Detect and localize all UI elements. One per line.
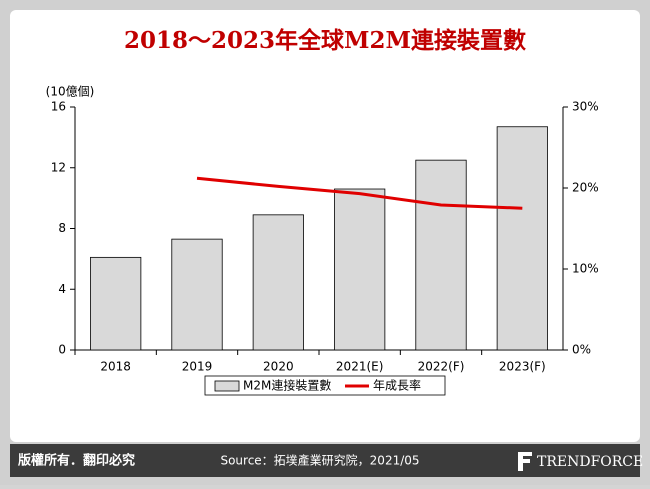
- panel: [10, 10, 640, 442]
- y-tick-label: 0: [58, 343, 66, 357]
- logo-icon: [518, 452, 532, 471]
- y-tick-label: 8: [58, 221, 66, 235]
- bar: [171, 238, 223, 351]
- legend-label: 年成長率: [373, 378, 421, 393]
- footer-bar: [10, 444, 640, 477]
- x-tick-label: 2023(F): [499, 360, 546, 374]
- y2-tick-label: 20%: [572, 181, 599, 195]
- x-tick-label: 2021(E): [336, 360, 383, 374]
- x-tick-label: 2018: [100, 360, 131, 374]
- chart-title: 2018～2023年全球M2M連接裝置數: [124, 27, 526, 54]
- y2-tick-label: 0%: [572, 343, 591, 357]
- legend-swatch: [214, 380, 240, 392]
- x-tick-label: 2020: [263, 360, 294, 374]
- y-tick-label: 12: [51, 160, 66, 174]
- source: Source：拓墣產業研究院，2021/05: [220, 453, 419, 468]
- bar: [334, 188, 386, 351]
- y-axis-label: (10億個): [46, 85, 95, 99]
- x-tick-label: 2019: [182, 360, 213, 374]
- line: [196, 176, 523, 210]
- legend-label: M2M連接裝置數: [243, 378, 331, 393]
- y2-tick-label: 30%: [572, 100, 599, 114]
- copyright: 版權所有．翻印必究: [18, 453, 135, 469]
- y-tick-label: 4: [58, 282, 66, 296]
- legend-box: [204, 375, 446, 396]
- y-tick-label: 16: [51, 100, 66, 114]
- y2-tick-label: 10%: [572, 262, 599, 276]
- x-tick-label: 2022(F): [418, 360, 465, 374]
- bar: [252, 214, 304, 351]
- bar: [415, 159, 467, 351]
- logo: TRENDFORCE: [537, 454, 643, 470]
- bar: [496, 126, 548, 351]
- bar: [90, 256, 142, 351]
